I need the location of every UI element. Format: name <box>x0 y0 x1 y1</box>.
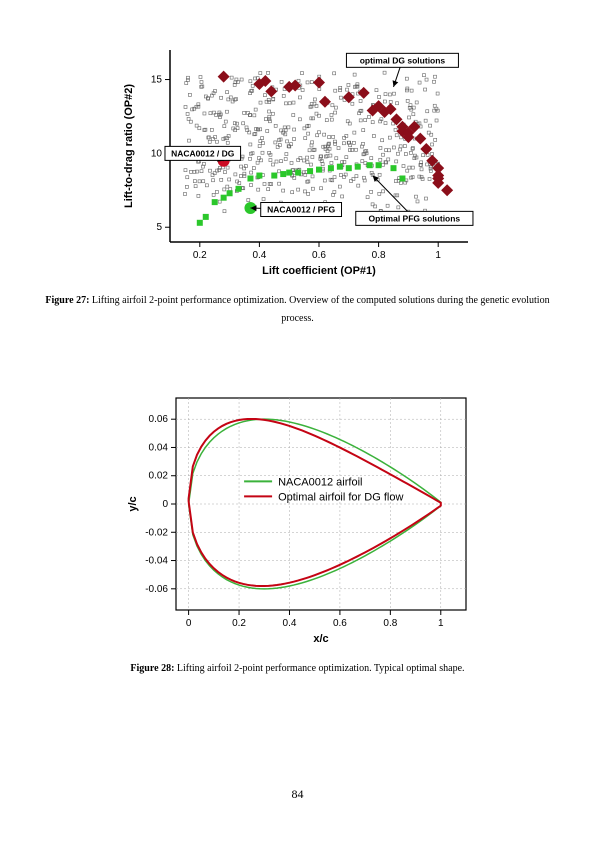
figure-27-caption-text: Lifting airfoil 2-point performance opti… <box>89 295 549 324</box>
svg-text:y/c: y/c <box>127 496 139 511</box>
svg-text:NACA0012 airfoil: NACA0012 airfoil <box>278 476 362 488</box>
svg-text:Optimal airfoil for DG flow: Optimal airfoil for DG flow <box>278 491 403 503</box>
svg-text:0: 0 <box>162 499 168 510</box>
svg-text:0.8: 0.8 <box>371 250 385 261</box>
figure-27-caption: Figure 27: Lifting airfoil 2-point perfo… <box>45 292 550 328</box>
svg-text:0: 0 <box>185 618 191 629</box>
svg-text:0.6: 0.6 <box>332 618 346 629</box>
figure-28-caption-bold: Figure 28: <box>130 663 174 674</box>
figure-27-chart: 0.20.40.60.8151015Lift coefficient (OP#1… <box>118 40 478 280</box>
figure-28-chart: 0 0.2 0.4 0.6 0.8 1 -0.06 -0.04 -0.02 0 0.02 0.04 0.… <box>118 388 478 648</box>
svg-text:Lift-to-drag ratio (OP#2): Lift-to-drag ratio (OP#2) <box>123 84 135 208</box>
svg-text:-0.02: -0.02 <box>145 527 168 538</box>
svg-text:15: 15 <box>150 75 162 86</box>
figure-28-caption-text: Lifting airfoil 2-point performance opti… <box>174 663 464 674</box>
svg-text:Optimal PFG solutions: Optimal PFG solutions <box>368 213 460 223</box>
svg-text:0.2: 0.2 <box>232 618 246 629</box>
svg-text:0.02: 0.02 <box>148 471 168 482</box>
svg-text:0.2: 0.2 <box>192 250 206 261</box>
page-number: 84 <box>0 787 595 802</box>
svg-text:0.4: 0.4 <box>282 618 296 629</box>
svg-text:x/c: x/c <box>313 633 328 645</box>
svg-text:1: 1 <box>438 618 444 629</box>
svg-text:5: 5 <box>156 222 162 233</box>
figure-27: 0.20.40.60.8151015Lift coefficient (OP#1… <box>45 40 550 328</box>
svg-text:NACA0012 / DG: NACA0012 / DG <box>171 148 235 158</box>
svg-text:0.6: 0.6 <box>312 250 326 261</box>
svg-text:0.04: 0.04 <box>148 442 168 453</box>
svg-text:-0.06: -0.06 <box>145 584 168 595</box>
figure-28: 0 0.2 0.4 0.6 0.8 1 -0.06 -0.04 -0.02 0 0.02 0.04 0.… <box>45 388 550 678</box>
svg-text:-0.04: -0.04 <box>145 556 168 567</box>
figure-27-caption-bold: Figure 27: <box>45 295 89 306</box>
svg-text:0.8: 0.8 <box>383 618 397 629</box>
svg-text:1: 1 <box>435 250 441 261</box>
svg-text:0.4: 0.4 <box>252 250 266 261</box>
svg-text:0.06: 0.06 <box>148 414 168 425</box>
svg-text:NACA0012 / PFG: NACA0012 / PFG <box>267 205 335 215</box>
svg-text:Lift coefficient (OP#1): Lift coefficient (OP#1) <box>262 265 376 277</box>
svg-text:optimal DG solutions: optimal DG solutions <box>359 55 445 65</box>
figure-28-caption: Figure 28: Lifting airfoil 2-point perfo… <box>45 660 550 678</box>
svg-text:10: 10 <box>150 148 162 159</box>
